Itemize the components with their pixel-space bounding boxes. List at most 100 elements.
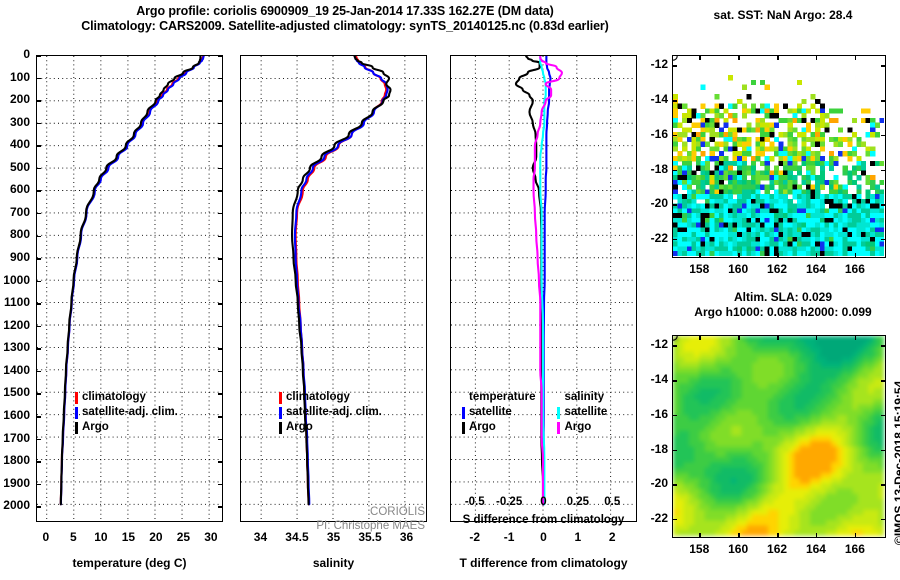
difference-profile-plot (451, 56, 635, 520)
axis-tick-mark (36, 77, 41, 80)
axis-tick-mark (36, 438, 41, 440)
figure-title: Argo profile: coriolis 6900909_19 25-Jan… (0, 4, 690, 34)
legend-item: Argo (462, 420, 535, 435)
depth-tick-label: 1700 (3, 430, 30, 445)
depth-tick-label: 1200 (3, 317, 30, 332)
temperature-difference-axis-label: T difference from climatology (459, 556, 628, 570)
axis-tick-mark (672, 414, 677, 417)
axis-tick-mark (218, 258, 223, 260)
axis-tick-label: 34 (253, 530, 268, 544)
axis-tick-label: 30 (204, 530, 218, 544)
legend-label: Argo (286, 421, 313, 433)
axis-tick-mark (36, 190, 41, 192)
axis-tick-label: 1 (574, 530, 582, 544)
axis-tick-mark (218, 145, 223, 147)
axis-tick-mark (218, 235, 223, 237)
axis-tick-label: -0.25 (496, 496, 523, 508)
axis-tick-mark (218, 393, 223, 395)
sla-map-title-line-2: Argo h1000: 0.088 h2000: 0.099 (694, 305, 872, 319)
axis-tick-mark (672, 380, 677, 382)
axis-tick-mark (672, 100, 677, 102)
depth-tick-label: 1900 (3, 475, 30, 490)
axis-tick-mark (36, 100, 41, 102)
map-latitude-tick-label: -16 (650, 406, 668, 421)
axis-tick-label: -2 (469, 530, 481, 544)
legend-label: Argo (564, 421, 592, 433)
depth-tick-label: 300 (9, 114, 30, 129)
axis-tick-mark (854, 253, 857, 258)
axis-tick-mark (672, 134, 677, 137)
axis-tick-label: 15 (121, 530, 136, 544)
axis-tick-mark (672, 204, 677, 206)
map-latitude-tick-label: -14 (650, 92, 668, 107)
axis-tick-mark (881, 134, 886, 137)
legend-color-swatch (75, 391, 78, 404)
axis-tick-label: 35.5 (358, 530, 382, 544)
map-latitude-tick-label: -20 (650, 196, 668, 211)
legend-color-swatch (462, 421, 465, 434)
legend-item: Argo (279, 420, 382, 435)
axis-tick-label: 10 (94, 530, 108, 544)
axis-tick-mark (36, 348, 41, 350)
temperature-profile-panel (36, 55, 223, 522)
legend-label: climatology (286, 391, 350, 403)
legend-item: satellite (557, 405, 607, 420)
axis-tick-mark (854, 533, 857, 538)
axis-tick-label: 0 (540, 530, 547, 544)
map-longitude-tick-label: 158 (689, 542, 710, 556)
axis-tick-label: 20 (149, 530, 163, 544)
legend-item: Argo (75, 420, 178, 435)
depth-tick-label: 1300 (3, 340, 30, 355)
axis-tick-mark (218, 167, 223, 170)
legend-label: satellite-adj. clim. (82, 406, 178, 418)
axis-tick-mark (881, 518, 886, 521)
sla-map-title-line-1: Altim. SLA: 0.029 (733, 290, 833, 304)
map-latitude-tick-label: -18 (650, 161, 668, 176)
axis-tick-mark (218, 100, 223, 102)
axis-tick-mark (854, 55, 857, 60)
difference-profile-panel (450, 55, 637, 522)
axis-tick-mark (36, 370, 41, 373)
axis-tick-mark (815, 533, 818, 538)
axis-tick-mark (672, 345, 677, 347)
legend-label: satellite (564, 406, 608, 418)
axis-tick-mark (36, 55, 41, 57)
axis-tick-mark (218, 483, 223, 486)
legend-item: Argo (557, 420, 607, 435)
map-latitude-tick-label: -12 (650, 57, 668, 72)
axis-tick-mark (218, 212, 223, 215)
axis-tick-mark (672, 65, 677, 67)
legend-label: Argo (82, 421, 109, 433)
imos-watermark: ©IMOS 13-Dec-2018 15:19:54 (892, 380, 900, 545)
depth-tick-label: 2000 (3, 498, 30, 513)
legend-item: climatology (279, 390, 382, 405)
axis-tick-label: 0 (42, 530, 50, 544)
sla-map-panel (672, 335, 886, 538)
legend-column: salinity satellite Argo (557, 390, 607, 435)
axis-tick-mark (738, 533, 740, 538)
temperature-profile-plot (37, 56, 221, 520)
temperature-legend: climatology satellite-adj. clim. Argo (75, 390, 178, 435)
depth-tick-label: 100 (9, 69, 30, 84)
axis-tick-mark (777, 533, 779, 538)
sla-map-plot (673, 336, 884, 536)
depth-tick-label: 200 (9, 92, 30, 107)
axis-tick-mark (672, 238, 677, 241)
credits-annotation: CORIOLIS PI: Christophe MAES (247, 505, 425, 533)
axis-tick-mark (36, 167, 41, 170)
axis-tick-mark (699, 335, 701, 340)
axis-tick-mark (881, 484, 886, 486)
map-longitude-tick-label: 162 (767, 542, 788, 556)
axis-tick-mark (218, 461, 223, 463)
depth-tick-label: 700 (9, 204, 30, 219)
legend-item: satellite-adj. clim. (279, 405, 382, 420)
axis-tick-mark (881, 380, 886, 382)
legend-label: satellite-adj. clim. (286, 406, 382, 418)
axis-tick-mark (218, 370, 223, 373)
sst-map-panel (672, 55, 886, 258)
axis-tick-label: 0 (540, 496, 547, 508)
axis-tick-mark (36, 235, 41, 237)
axis-tick-label: -0.5 (464, 496, 485, 508)
axis-tick-mark (881, 169, 886, 171)
